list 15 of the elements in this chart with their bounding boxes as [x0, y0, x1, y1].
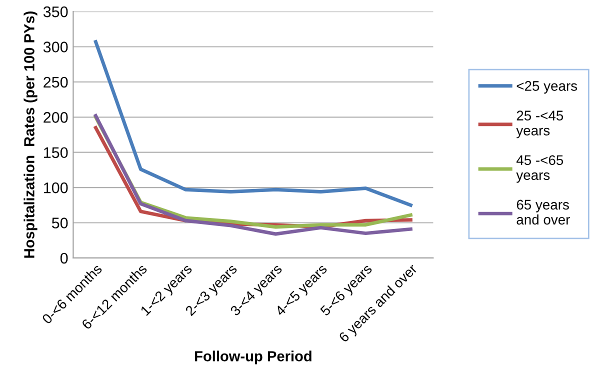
x-axis-title: Follow-up Period [195, 350, 312, 364]
y-tick-label: 50 [52, 218, 68, 228]
legend-label: 25 -<45 years [516, 110, 564, 138]
line-series [94, 40, 412, 207]
y-axis-title: Hospitalization Rates (per 100 PYs) [24, 11, 38, 258]
legend-label: 45 -<65 years [516, 155, 564, 183]
y-tick-label: 300 [43, 42, 68, 52]
y-tick-label: 350 [43, 6, 68, 18]
legend-label: <25 years [516, 81, 578, 94]
y-tick-label: 150 [44, 147, 68, 158]
y-tick-label: 100 [44, 182, 68, 194]
y-tick-label: 200 [44, 112, 68, 123]
y-tick-label: 0 [60, 252, 68, 264]
legend-label: 65 years and over [516, 200, 570, 225]
y-tick-label: 250 [44, 76, 68, 88]
